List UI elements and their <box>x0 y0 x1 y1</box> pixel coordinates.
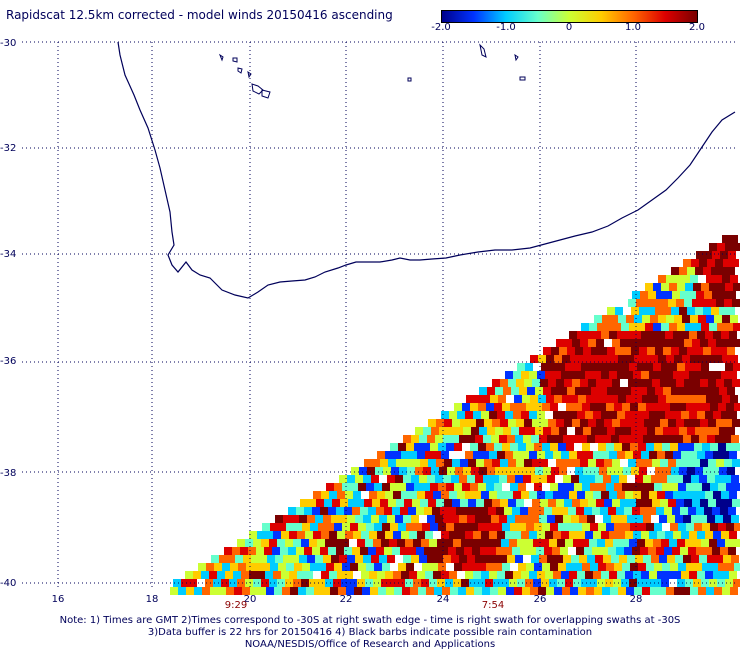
swath-time-754: 7:54 <box>481 600 505 611</box>
footnote-line-2: 3)Data buffer is 22 hrs for 20150416 4) … <box>147 627 593 638</box>
footnote-line-1: Note: 1) Times are GMT 2)Times correspon… <box>59 615 681 626</box>
lon-label-18: 18 <box>145 594 159 605</box>
colorbar-label-max: 2.0 <box>689 22 705 33</box>
lon-label-16: 16 <box>51 594 65 605</box>
swath-time-929: 9:29 <box>224 600 248 611</box>
lat-label-32: -32 <box>0 143 17 154</box>
lon-label-20: 20 <box>243 594 257 605</box>
map-title: Rapidscat 12.5km corrected - model winds… <box>6 8 393 22</box>
colorbar-label-pos1: 1.0 <box>625 22 641 33</box>
swath-data-cells <box>170 235 740 595</box>
lon-label-26: 26 <box>533 594 547 605</box>
graticule <box>22 41 735 589</box>
lat-label-40: -40 <box>0 578 17 589</box>
lat-label-30: -30 <box>0 38 17 49</box>
colorbar-label-zero: 0 <box>565 22 573 33</box>
lat-label-34: -34 <box>0 249 17 260</box>
lat-label-36: -36 <box>0 356 17 367</box>
lon-label-28: 28 <box>629 594 643 605</box>
lat-label-38: -38 <box>0 468 17 479</box>
lon-label-24: 24 <box>436 594 450 605</box>
footnote-line-3: NOAA/NESDIS/Office of Research and Appli… <box>244 639 496 650</box>
lon-label-22: 22 <box>339 594 353 605</box>
colorbar <box>441 10 698 23</box>
coastline <box>117 41 736 299</box>
islands <box>218 43 526 99</box>
colorbar-label-neg1: -1.0 <box>496 22 516 33</box>
colorbar-label-min: -2.0 <box>431 22 451 33</box>
footnotes: Note: 1) Times are GMT 2)Times correspon… <box>0 615 740 651</box>
